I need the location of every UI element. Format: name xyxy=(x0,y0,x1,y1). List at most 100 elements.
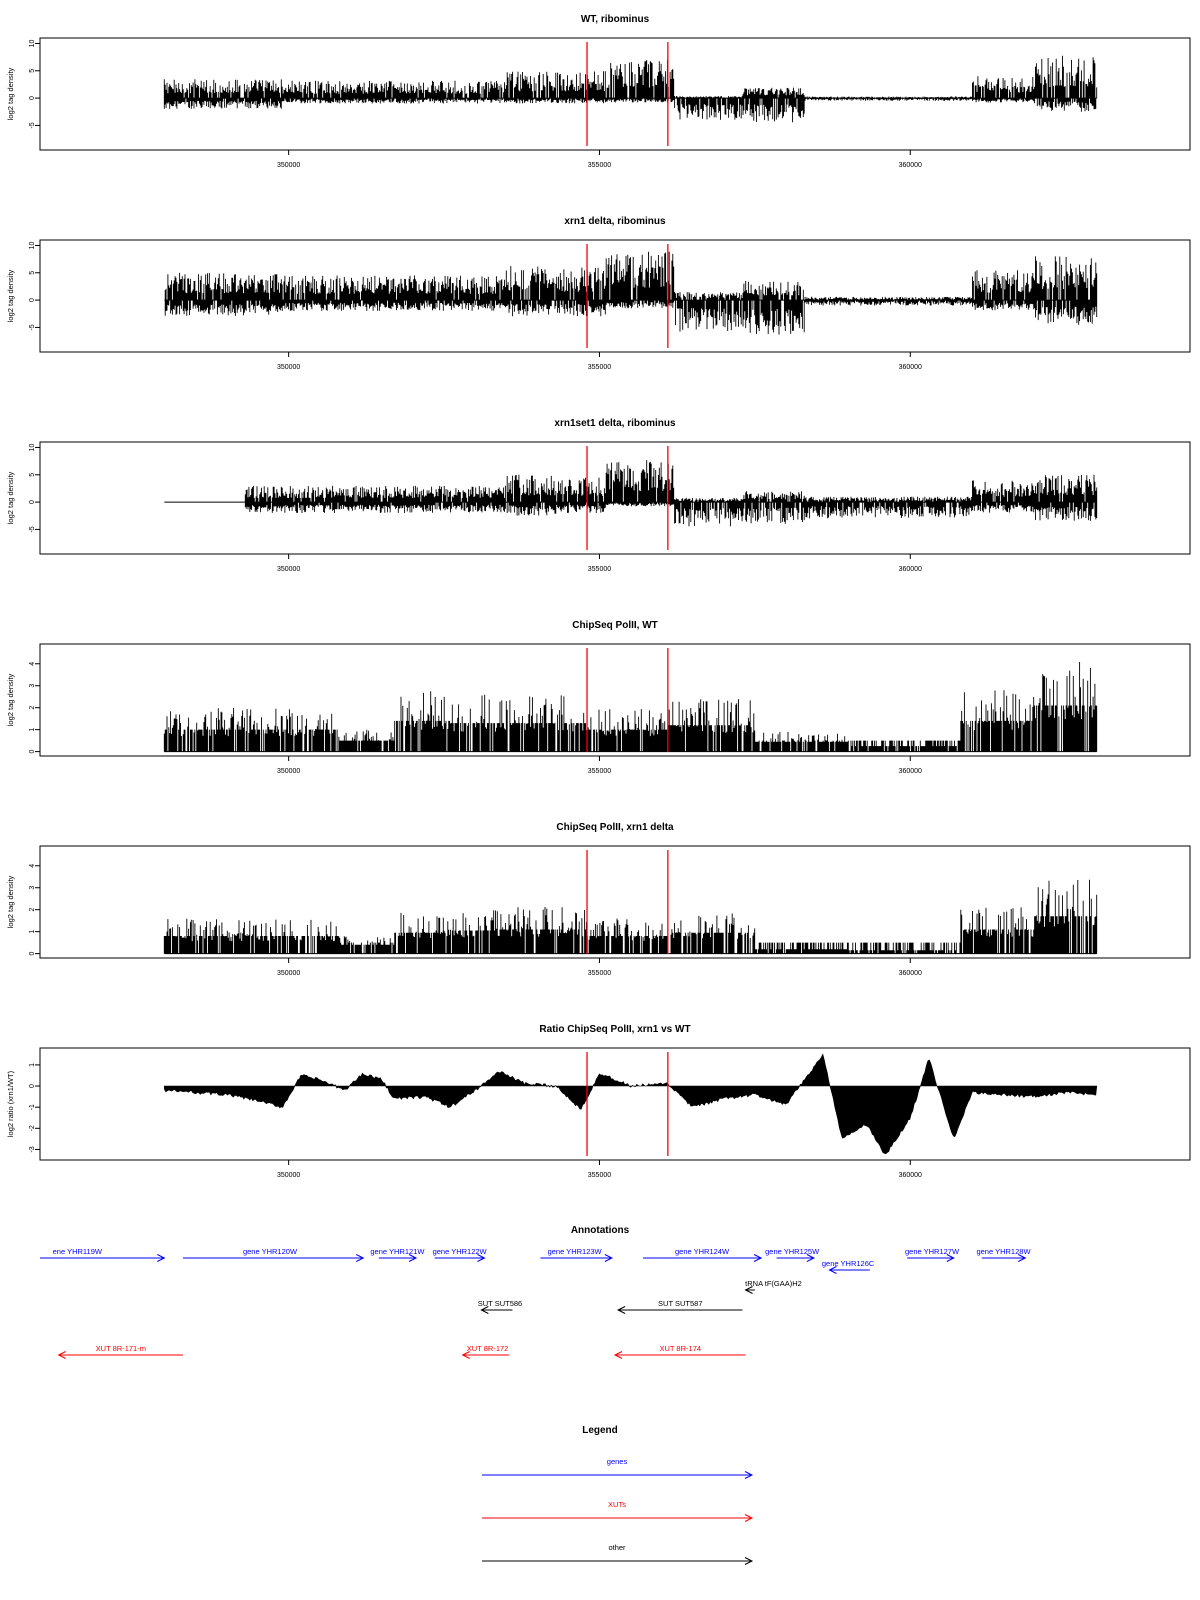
annotation-item: gene YHR128W xyxy=(976,1247,1031,1262)
x-tick-label: 350000 xyxy=(277,1172,300,1179)
arrowhead-icon xyxy=(744,1471,754,1479)
annotation-label: gene YHR122W xyxy=(433,1247,488,1256)
x-tick-label: 360000 xyxy=(899,364,922,371)
y-tick-label: 0 xyxy=(29,1084,36,1088)
y-tick-label: 0 xyxy=(29,952,36,956)
arrowhead-icon xyxy=(753,1254,763,1262)
y-axis-label: log2 ratio (xrn1/WT) xyxy=(6,1070,15,1137)
annotation-item: gene YHR121W xyxy=(370,1247,425,1262)
annotation-item: gene YHR124W xyxy=(642,1247,763,1262)
y-axis-label: log2 tag density xyxy=(6,875,15,928)
x-tick-label: 350000 xyxy=(277,162,300,169)
annotation-item: tRNA tF(GAA)H2 xyxy=(744,1279,802,1294)
series-plus-strand xyxy=(163,55,1098,99)
annotation-item: SUT SUT587 xyxy=(616,1299,743,1314)
y-tick-label: 0 xyxy=(29,96,36,100)
y-axis: -5 0 5 10 xyxy=(29,443,40,533)
x-tick-label: 360000 xyxy=(899,162,922,169)
annotation-item: XUT 8R-174 xyxy=(613,1344,746,1359)
annotation-item: XUT 8R-171-m xyxy=(57,1344,183,1359)
x-tick-label: 360000 xyxy=(899,768,922,775)
x-tick-label: 360000 xyxy=(899,566,922,573)
y-tick-label: 0 xyxy=(29,298,36,302)
series-plus-strand xyxy=(163,662,1098,752)
legend-label: other xyxy=(608,1543,626,1552)
panel-title: ChipSeq PolII, xrn1 delta xyxy=(556,822,674,833)
arrowhead-icon xyxy=(57,1351,66,1359)
y-tick-label: -5 xyxy=(29,526,36,532)
arrowhead-icon xyxy=(744,1286,753,1294)
y-tick-label: 0 xyxy=(29,750,36,754)
arrowhead-icon xyxy=(1018,1254,1027,1262)
x-tick-label: 350000 xyxy=(277,970,300,977)
annotation-item: gene YHR125W xyxy=(765,1247,820,1262)
panel-title: ChipSeq PolII, WT xyxy=(572,620,658,631)
y-tick-label: -2 xyxy=(29,1125,36,1131)
annotations-panel: Annotations ene YHR119W gene YHR120W gene … xyxy=(40,1225,1031,1359)
annotations-title: Annotations xyxy=(571,1225,630,1236)
y-axis: 0 1 2 3 4 xyxy=(29,662,40,754)
data-marks xyxy=(163,662,1098,753)
annotation-item: gene YHR122W xyxy=(433,1247,488,1262)
data-marks xyxy=(164,460,1098,527)
x-tick-label: 350000 xyxy=(277,566,300,573)
arrowhead-icon xyxy=(806,1254,816,1262)
plot-frame xyxy=(39,37,1191,151)
data-marks xyxy=(164,251,1098,335)
y-tick-label: 4 xyxy=(29,864,36,868)
annotation-items: ene YHR119W gene YHR120W gene YHR121W gene … xyxy=(40,1247,1031,1359)
y-tick-label: 1 xyxy=(29,1063,36,1067)
data-marks xyxy=(163,879,1098,955)
x-tick-label: 360000 xyxy=(899,1172,922,1179)
y-axis-label: log2 tag density xyxy=(6,67,15,120)
data-marks xyxy=(163,55,1098,123)
y-tick-label: 2 xyxy=(29,706,36,710)
arrowhead-icon xyxy=(613,1351,623,1359)
x-tick-label: 350000 xyxy=(277,768,300,775)
annotation-label: gene YHR123W xyxy=(548,1247,603,1256)
y-axis-label: log2 tag density xyxy=(6,269,15,322)
y-tick-label: -1 xyxy=(29,1104,36,1110)
x-tick-label: 355000 xyxy=(588,768,611,775)
annotation-item: gene YHR123W xyxy=(540,1247,614,1262)
annotation-label: XUT 8R-174 xyxy=(659,1344,701,1353)
legend-item: genes xyxy=(482,1457,754,1479)
legend-title: Legend xyxy=(582,1425,618,1436)
ratio-area xyxy=(164,1053,1098,1155)
series-plus-strand xyxy=(163,879,1098,954)
annotation-label: SUT SUT586 xyxy=(478,1299,522,1308)
x-tick-label: 360000 xyxy=(899,970,922,977)
panel-title: xrn1set1 delta, ribominus xyxy=(554,418,676,429)
legend: Legend genes XUTs other xyxy=(482,1425,754,1565)
annotation-label: SUT SUT587 xyxy=(658,1299,702,1308)
annotation-item: gene YHR127W xyxy=(905,1247,960,1262)
annotation-label: gene YHR120W xyxy=(243,1247,298,1256)
legend-label: genes xyxy=(607,1457,628,1466)
legend-item: XUTs xyxy=(482,1500,754,1522)
x-tick-label: 355000 xyxy=(588,566,611,573)
series-minus-strand xyxy=(163,98,1097,123)
annotation-label: XUT 8R-172 xyxy=(467,1344,509,1353)
y-axis: -3 -2 -1 0 1 xyxy=(29,1063,40,1153)
annotation-item: SUT SUT586 xyxy=(478,1299,522,1314)
plot-frame xyxy=(39,643,1191,757)
y-axis: -5 0 5 10 xyxy=(29,241,40,331)
y-tick-label: 1 xyxy=(29,728,36,732)
legend-item: other xyxy=(482,1543,754,1565)
panel-3: xrn1set1 delta, ribominus 350000 355000 360… xyxy=(6,418,1191,573)
y-tick-label: 5 xyxy=(29,271,36,275)
x-tick-label: 355000 xyxy=(588,1172,611,1179)
y-tick-label: 3 xyxy=(29,684,36,688)
y-tick-label: 4 xyxy=(29,662,36,666)
panel-1: WT, ribominus 350000 355000 360000 -5 0 5 10 log… xyxy=(6,14,1191,169)
x-tick-label: 355000 xyxy=(588,364,611,371)
annotation-label: gene YHR126C xyxy=(822,1259,875,1268)
arrowhead-icon xyxy=(604,1254,614,1262)
annotation-label: gene YHR125W xyxy=(765,1247,820,1256)
y-tick-label: 3 xyxy=(29,886,36,890)
plot-frame xyxy=(39,845,1191,959)
panel-4: ChipSeq PolII, WT 350000 355000 360000 0 1 2 3 4… xyxy=(6,620,1191,775)
panel-title: xrn1 delta, ribominus xyxy=(564,216,666,227)
annotation-item: gene YHR126C xyxy=(822,1259,875,1274)
